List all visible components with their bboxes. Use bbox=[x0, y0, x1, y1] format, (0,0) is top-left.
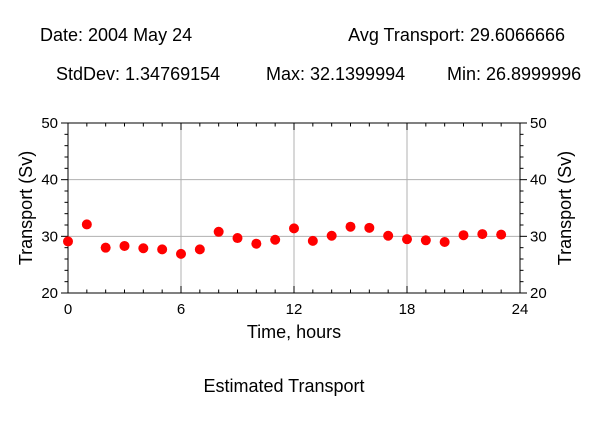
y-tick-label-left: 30 bbox=[41, 228, 58, 245]
x-axis-label: Time, hours bbox=[247, 322, 341, 342]
max-label: Max: 32.1399994 bbox=[266, 64, 405, 84]
y-axis-label-left: Transport (Sv) bbox=[16, 151, 36, 265]
data-point bbox=[119, 240, 130, 251]
x-tick-label: 12 bbox=[286, 301, 303, 318]
stddev-label: StdDev: 1.34769154 bbox=[56, 64, 220, 84]
data-point bbox=[402, 234, 412, 245]
y-tick-label-right: 40 bbox=[530, 172, 547, 189]
data-point bbox=[232, 233, 243, 244]
x-tick-label: 24 bbox=[512, 301, 529, 318]
y-tick-label-right: 20 bbox=[530, 285, 547, 302]
data-point bbox=[326, 230, 337, 241]
data-point bbox=[477, 229, 488, 240]
data-point bbox=[100, 242, 111, 253]
data-point bbox=[251, 238, 262, 249]
data-point bbox=[383, 230, 394, 241]
data-point bbox=[157, 244, 168, 255]
data-point bbox=[63, 236, 73, 247]
data-point bbox=[289, 223, 299, 234]
data-point bbox=[420, 235, 431, 246]
data-point bbox=[194, 244, 205, 255]
y-axis-label-right: Transport (Sv) bbox=[555, 151, 575, 265]
min-label: Min: 26.8999996 bbox=[447, 64, 581, 84]
data-point bbox=[364, 222, 375, 233]
y-tick-label-left: 20 bbox=[41, 285, 58, 302]
caption: Estimated Transport bbox=[203, 376, 364, 396]
avg-transport-label: Avg Transport: 29.6066666 bbox=[348, 25, 565, 45]
y-tick-label-left: 40 bbox=[41, 172, 58, 189]
data-point bbox=[176, 248, 186, 259]
x-tick-label: 0 bbox=[64, 301, 72, 318]
y-tick-label-left: 50 bbox=[41, 115, 58, 132]
grid-lines bbox=[68, 123, 520, 293]
x-tick-label: 18 bbox=[399, 301, 416, 318]
data-point bbox=[81, 219, 92, 230]
axis-ticks bbox=[61, 122, 527, 294]
data-point bbox=[439, 237, 450, 247]
y-tick-label-right: 50 bbox=[530, 115, 547, 132]
data-point bbox=[138, 243, 149, 254]
data-point bbox=[213, 226, 224, 237]
data-point bbox=[270, 234, 281, 245]
data-point bbox=[458, 230, 469, 241]
x-tick-label: 6 bbox=[177, 301, 185, 318]
y-tick-label-right: 30 bbox=[530, 228, 547, 245]
data-point bbox=[307, 235, 318, 246]
date-label: Date: 2004 May 24 bbox=[40, 25, 192, 45]
data-point bbox=[496, 229, 507, 240]
data-point bbox=[345, 221, 356, 232]
data-points bbox=[63, 219, 507, 259]
